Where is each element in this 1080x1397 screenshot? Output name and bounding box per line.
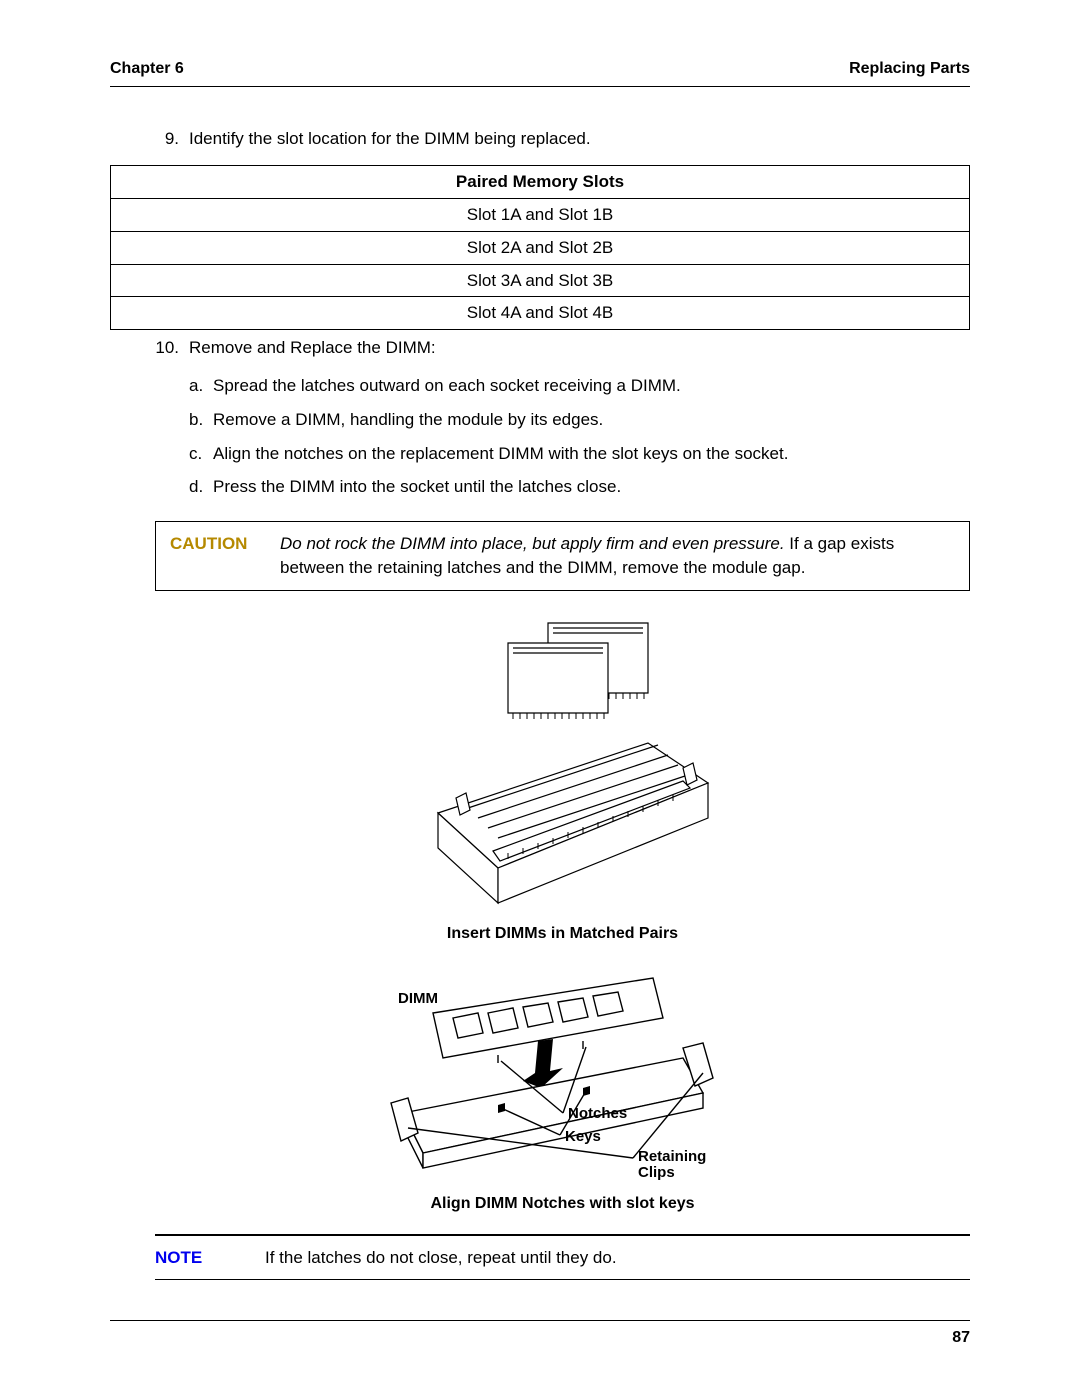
label-dimm: DIMM	[398, 990, 438, 1007]
caution-box: CAUTION Do not rock the DIMM into place,…	[155, 521, 970, 591]
substep-c: c. Align the notches on the replacement …	[189, 442, 970, 466]
dimm-align-illustration-icon: DIMM Notches Keys Retaining Clips	[363, 963, 763, 1183]
page-number: 87	[952, 1329, 970, 1346]
label-keys: Keys	[565, 1128, 601, 1145]
substep-text: Remove a DIMM, handling the module by it…	[213, 408, 603, 432]
table-row: Slot 3A and Slot 3B	[111, 264, 970, 297]
label-clips: Clips	[638, 1164, 675, 1181]
substep-d: d. Press the DIMM into the socket until …	[189, 475, 970, 499]
label-retaining: Retaining	[638, 1148, 706, 1165]
substep-text: Spread the latches outward on each socke…	[213, 374, 681, 398]
figure-2-caption: Align DIMM Notches with slot keys	[155, 1193, 970, 1215]
step-number: 9.	[155, 127, 189, 151]
caution-text: Do not rock the DIMM into place, but app…	[280, 532, 955, 580]
substep-text: Press the DIMM into the socket until the…	[213, 475, 621, 499]
table-row: Slot 2A and Slot 2B	[111, 231, 970, 264]
figure-1-caption: Insert DIMMs in Matched Pairs	[155, 923, 970, 945]
note-rule-top	[155, 1234, 970, 1236]
note-rule-bottom	[155, 1279, 970, 1280]
page-header: Chapter 6 Replacing Parts	[110, 58, 970, 87]
note-block: NOTE If the latches do not close, repeat…	[155, 1234, 970, 1281]
step-10: 10. Remove and Replace the DIMM:	[155, 336, 970, 360]
substep-letter: c.	[189, 442, 213, 466]
substep-letter: a.	[189, 374, 213, 398]
paired-memory-slots-table: Paired Memory Slots Slot 1A and Slot 1B …	[110, 165, 970, 330]
figure-align-notches: DIMM Notches Keys Retaining Clips Align …	[155, 963, 970, 1215]
substep-letter: b.	[189, 408, 213, 432]
note-text: If the latches do not close, repeat unti…	[265, 1246, 970, 1270]
figure-insert-dimms: Insert DIMMs in Matched Pairs	[155, 613, 970, 945]
substep-b: b. Remove a DIMM, handling the module by…	[189, 408, 970, 432]
header-right: Replacing Parts	[849, 58, 970, 80]
page-footer: 87	[110, 1320, 970, 1349]
substep-letter: d.	[189, 475, 213, 499]
step-number: 10.	[155, 336, 189, 360]
table-header: Paired Memory Slots	[111, 166, 970, 199]
caution-italic-text: Do not rock the DIMM into place, but app…	[280, 534, 785, 553]
label-notches: Notches	[568, 1105, 627, 1122]
caution-label: CAUTION	[170, 532, 280, 580]
dimm-insert-illustration-icon	[398, 613, 728, 913]
table-row: Slot 4A and Slot 4B	[111, 297, 970, 330]
step-text: Identify the slot location for the DIMM …	[189, 127, 970, 151]
substep-a: a. Spread the latches outward on each so…	[189, 374, 970, 398]
step-9: 9. Identify the slot location for the DI…	[155, 127, 970, 151]
header-left: Chapter 6	[110, 58, 184, 80]
substep-text: Align the notches on the replacement DIM…	[213, 442, 788, 466]
table-row: Slot 1A and Slot 1B	[111, 198, 970, 231]
note-label: NOTE	[155, 1246, 265, 1270]
step-text: Remove and Replace the DIMM:	[189, 336, 970, 360]
